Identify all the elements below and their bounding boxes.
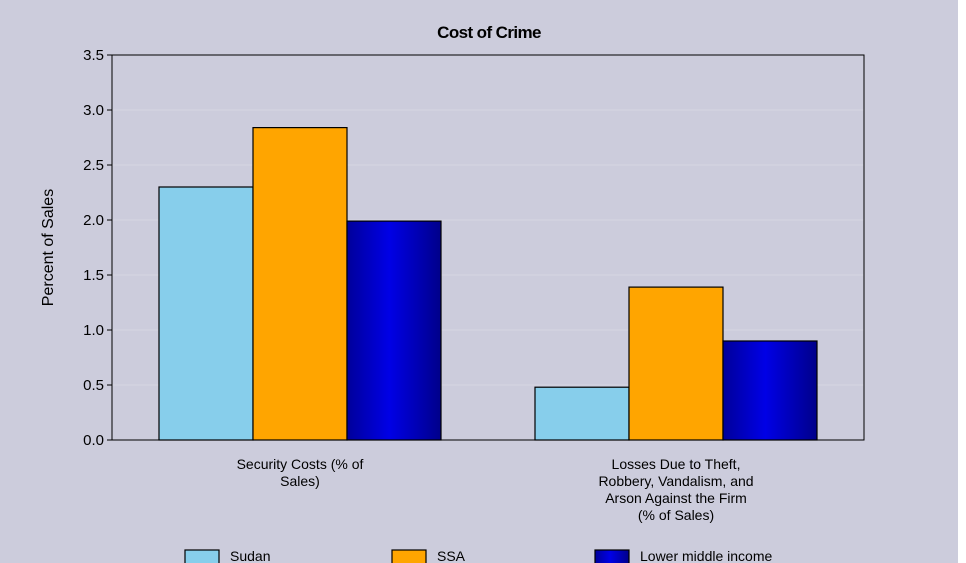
bars bbox=[158, 126, 818, 441]
legend-label: SSA bbox=[437, 548, 466, 563]
y-tick-label: 3.0 bbox=[83, 102, 104, 119]
bar bbox=[534, 386, 630, 441]
x-category-label: Sales) bbox=[280, 473, 320, 489]
y-tick-label: 0.0 bbox=[83, 432, 104, 449]
bar bbox=[628, 286, 724, 441]
y-axis-label: Percent of Sales bbox=[40, 189, 57, 306]
y-tick-label: 1.0 bbox=[83, 322, 104, 339]
bar bbox=[158, 186, 254, 441]
x-category-label: Security Costs (% of bbox=[237, 456, 364, 472]
legend-swatch bbox=[391, 549, 427, 563]
y-tick-label: 0.5 bbox=[83, 377, 104, 394]
x-category-label: Arson Against the Firm bbox=[605, 490, 747, 506]
y-tick-label: 2.0 bbox=[83, 212, 104, 229]
legend-swatch bbox=[184, 549, 220, 563]
y-axis: 0.0 0.5 1.0 1.5 2.0 2.5 3.0 3.5 bbox=[83, 47, 112, 449]
bar bbox=[722, 340, 818, 441]
y-tick-label: 1.5 bbox=[83, 267, 104, 284]
legend-label: Lower middle income bbox=[640, 548, 772, 563]
x-category-label: (% of Sales) bbox=[638, 507, 714, 523]
legend-label: Sudan bbox=[230, 548, 270, 563]
y-tick-label: 3.5 bbox=[83, 47, 104, 64]
x-category-label: Losses Due to Theft, bbox=[612, 456, 741, 472]
plot-area-border bbox=[111, 54, 865, 441]
chart-title: Cost of Crime bbox=[437, 23, 541, 42]
bar bbox=[346, 220, 442, 441]
bar bbox=[252, 126, 348, 441]
y-tick-label: 2.5 bbox=[83, 157, 104, 174]
legend: Sudan SSA Lower middle income bbox=[184, 548, 772, 563]
legend-swatch bbox=[594, 549, 630, 563]
x-category-label: Robbery, Vandalism, and bbox=[598, 473, 753, 489]
